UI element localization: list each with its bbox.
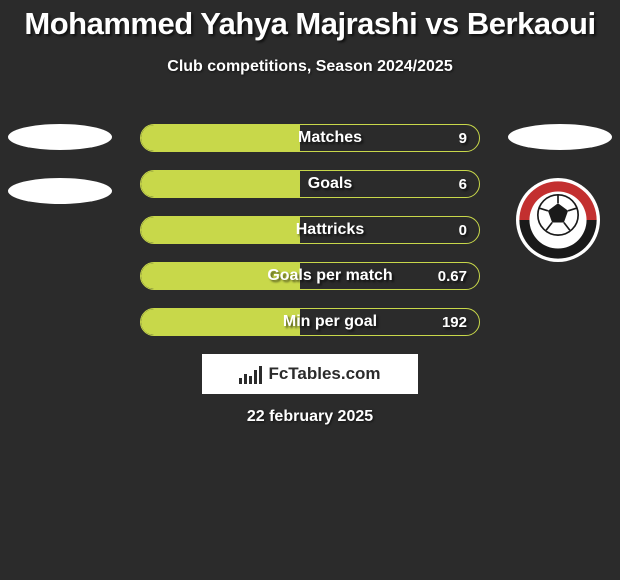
fctables-logo: FcTables.com [202,354,418,394]
player1-club-placeholder [8,178,112,204]
stat-label: Matches [141,125,479,151]
stat-label: Min per goal [141,309,479,335]
stat-label: Goals per match [141,263,479,289]
stat-bar: Matches 9 [140,124,480,152]
stat-bar: Goals 6 [140,170,480,198]
stat-value: 9 [459,125,467,151]
stat-value: 6 [459,171,467,197]
stat-value: 0 [459,217,467,243]
player2-avatar-placeholder [508,124,612,150]
badge-year: 1954 [550,238,568,247]
player1-avatar-placeholder [8,124,112,150]
stat-bar: Hattricks 0 [140,216,480,244]
stat-bar: Min per goal 192 [140,308,480,336]
chart-icon [239,364,262,384]
stat-label: Hattricks [141,217,479,243]
player2-club-badge: 1954 [516,178,600,262]
snapshot-date: 22 february 2025 [0,408,620,426]
logo-text: FcTables.com [268,364,380,384]
stat-value: 192 [442,309,467,335]
page-subtitle: Club competitions, Season 2024/2025 [0,58,620,76]
page-title: Mohammed Yahya Majrashi vs Berkaoui [0,0,620,42]
stat-value: 0.67 [438,263,467,289]
stat-bar: Goals per match 0.67 [140,262,480,290]
stat-label: Goals [141,171,479,197]
stats-bars: Matches 9 Goals 6 Hattricks 0 Goals per … [140,124,480,354]
